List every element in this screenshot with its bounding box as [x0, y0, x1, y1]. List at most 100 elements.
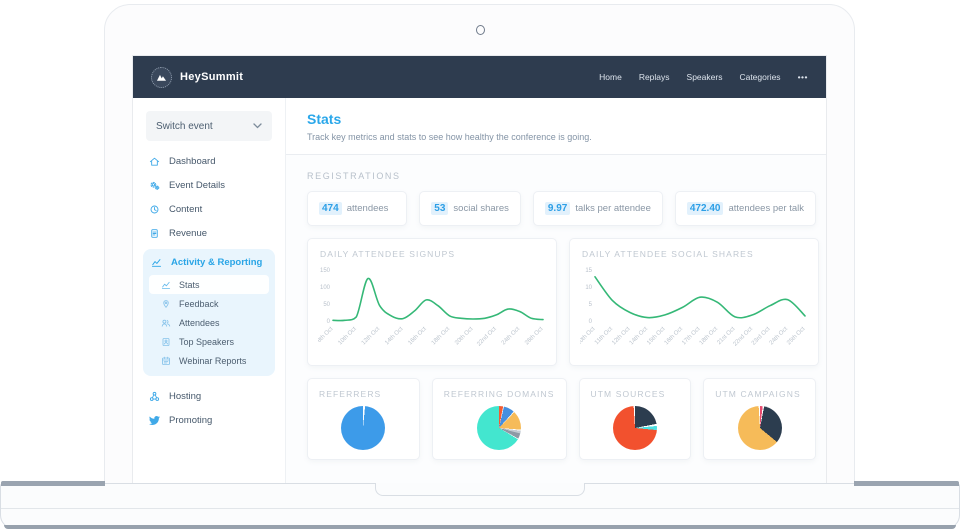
svg-text:8th Oct: 8th Oct — [318, 326, 335, 344]
brand[interactable]: HeySummit — [151, 66, 244, 88]
stat-cards: 474 attendees 53 social shares 9.97 talks per… — [307, 191, 816, 226]
sidebar-item-hosting[interactable]: Hosting — [133, 384, 285, 408]
stat-value: 53 — [431, 202, 449, 215]
users-icon — [161, 319, 171, 327]
pie-card-utm-sources: UTM SOURCES — [578, 378, 692, 460]
sidebar-item-dashboard[interactable]: Dashboard — [133, 149, 285, 173]
svg-text:50: 50 — [323, 302, 330, 308]
line-chart-cards: DAILY ATTENDEE SIGNUPS 0 50 100 150 8th Oct 10… — [307, 238, 819, 366]
stat-card-attendees: 474 attendees — [307, 191, 408, 226]
switch-event-dropdown[interactable]: Switch event — [146, 111, 272, 141]
home-icon — [149, 157, 160, 166]
chevron-down-icon — [253, 123, 262, 129]
page-header: Stats Track key metrics and stats to see… — [286, 98, 826, 155]
svg-text:18th Oct: 18th Oct — [699, 326, 720, 347]
sidebar-item-promoting[interactable]: Promoting — [133, 408, 285, 432]
sidebar-subitem-top-speakers[interactable]: Top Speakers — [149, 332, 269, 351]
nav-link-home[interactable]: Home — [599, 72, 622, 82]
sidebar-group-activity-reporting: Activity & Reporting Stats Feedback Attende… — [143, 249, 275, 376]
pie-chart — [341, 406, 386, 450]
svg-text:15: 15 — [585, 268, 592, 274]
nav-link-replays[interactable]: Replays — [638, 72, 670, 82]
laptop-base-line — [1, 508, 959, 509]
brand-logo-icon — [151, 66, 172, 88]
stat-card-talks-per-attendee: 9.97 talks per attendee — [532, 191, 663, 226]
sidebar-item-label: Activity & Reporting — [171, 256, 263, 268]
svg-text:23rd Oct: 23rd Oct — [751, 326, 772, 347]
sidebar-item-label: Webinar Reports — [179, 355, 247, 366]
svg-text:22nd Oct: 22nd Oct — [476, 326, 498, 348]
chart-card-daily-attendee-social-shares: DAILY ATTENDEE SOCIAL SHARES 0 5 10 15 10th O… — [569, 238, 819, 366]
svg-text:0: 0 — [327, 319, 331, 325]
document-icon — [151, 228, 158, 238]
sidebar-item-label: Revenue — [169, 227, 208, 239]
main-panel: Stats Track key metrics and stats to see… — [286, 98, 826, 483]
sidebar-item-label: Event Details — [169, 179, 225, 191]
sidebar: Switch event Dashboard Event Details Conte… — [133, 98, 286, 483]
sidebar-item-content[interactable]: Content — [133, 197, 285, 221]
laptop-notch — [375, 483, 585, 496]
gears-icon — [150, 181, 160, 190]
sidebar-item-label: Hosting — [169, 390, 202, 402]
sidebar-item-label: Attendees — [179, 317, 220, 328]
stat-label: attendees — [346, 203, 389, 214]
sidebar-item-revenue[interactable]: Revenue — [133, 221, 285, 245]
chart-icon — [161, 281, 171, 289]
svg-text:10: 10 — [585, 285, 592, 291]
svg-text:18th Oct: 18th Oct — [431, 326, 452, 347]
svg-text:20th Oct: 20th Oct — [454, 326, 475, 347]
sidebar-subitem-attendees[interactable]: Attendees — [149, 313, 269, 332]
pie-title: REFERRING DOMAINS — [443, 389, 555, 399]
stat-value: 474 — [319, 202, 342, 215]
nav-more-menu[interactable]: ••• — [797, 72, 808, 82]
sidebar-subitem-stats[interactable]: Stats — [149, 275, 269, 294]
svg-text:22nd Oct: 22nd Oct — [732, 326, 754, 348]
sidebar-item-event-details[interactable]: Event Details — [133, 173, 285, 197]
laptop-bezel: HeySummit Home Replays Speakers Categories •… — [104, 4, 855, 484]
nav-link-categories[interactable]: Categories — [739, 72, 781, 82]
sidebar-item-label: Feedback — [179, 298, 219, 309]
svg-text:24th Oct: 24th Oct — [501, 326, 522, 347]
line-chart: 0 50 100 150 8th Oct 10th Oct 12th Oct 14th Oct… — [316, 268, 545, 348]
sidebar-item-label: Stats — [179, 279, 200, 290]
laptop-base — [0, 481, 960, 529]
stat-card-social-shares: 53 social shares — [419, 191, 521, 226]
stat-label: attendees per talk — [728, 203, 804, 214]
page-title: Stats — [307, 111, 342, 127]
sidebar-item-label: Top Speakers — [179, 336, 235, 347]
svg-text:16th Oct: 16th Oct — [407, 326, 428, 347]
brand-name: HeySummit — [180, 71, 244, 83]
nav-links: Home Replays Speakers Categories ••• — [582, 72, 808, 82]
chart-title: DAILY ATTENDEE SOCIAL SHARES — [582, 249, 754, 259]
page-subtitle: Track key metrics and stats to see how h… — [307, 132, 592, 142]
svg-text:5: 5 — [589, 302, 593, 308]
app-body: Switch event Dashboard Event Details Conte… — [133, 98, 826, 483]
sidebar-subitem-feedback[interactable]: Feedback — [149, 294, 269, 313]
page-content: REGISTRATIONS 474 attendees 53 social share… — [286, 155, 826, 483]
laptop-screen: HeySummit Home Replays Speakers Categories •… — [132, 55, 827, 484]
laptop-camera — [476, 25, 485, 35]
pie-title: UTM SOURCES — [590, 389, 666, 399]
laptop-hinge-left — [1, 481, 105, 486]
sidebar-item-activity-reporting[interactable]: Activity & Reporting — [143, 253, 275, 271]
svg-text:150: 150 — [320, 268, 331, 274]
pie-chart-cards: REFERRERS REFERRING DOMAINS UTM SOURCES UTM… — [307, 378, 816, 460]
stat-value: 9.97 — [544, 202, 571, 215]
svg-text:0: 0 — [589, 319, 593, 325]
sidebar-item-label: Content — [169, 203, 203, 215]
stat-label: social shares — [453, 203, 509, 214]
chart-card-daily-attendee-signups: DAILY ATTENDEE SIGNUPS 0 50 100 150 8th Oct 10… — [307, 238, 557, 366]
section-label: REGISTRATIONS — [307, 171, 401, 181]
sidebar-item-label: Promoting — [169, 414, 213, 426]
pie-card-referring-domains: REFERRING DOMAINS — [431, 378, 567, 460]
svg-text:25th Oct: 25th Oct — [786, 326, 807, 347]
nav-link-speakers[interactable]: Speakers — [686, 72, 723, 82]
sidebar-item-label: Dashboard — [169, 155, 216, 167]
stat-label: talks per attendee — [575, 203, 651, 214]
top-navbar: HeySummit Home Replays Speakers Categories •… — [133, 56, 826, 98]
svg-text:26th Oct: 26th Oct — [524, 326, 545, 347]
pie-card-utm-campaigns: UTM CAMPAIGNS — [703, 378, 816, 460]
stat-value: 472.40 — [686, 202, 724, 215]
sidebar-subitem-webinar-reports[interactable]: Webinar Reports — [149, 351, 269, 370]
